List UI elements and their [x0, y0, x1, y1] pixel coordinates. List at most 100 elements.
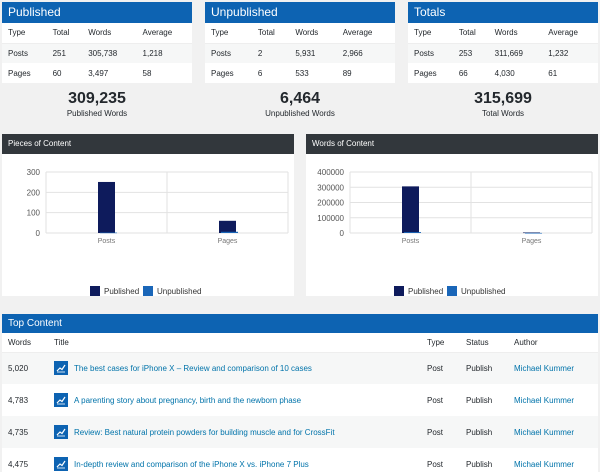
totals-title: Totals [408, 2, 598, 23]
published-words-summary: 309,235 Published Words [0, 90, 194, 118]
table-row: Posts 251 305,738 1,218 [2, 43, 192, 63]
y-tick-label: 0 [340, 229, 345, 238]
cell: 2 [251, 43, 290, 63]
author-link[interactable]: Michael Kummer [514, 459, 575, 469]
cell: 3,497 [88, 68, 109, 78]
cell: 89 [342, 68, 352, 78]
top-content-panel: Top Content Words Title Type Status Auth… [2, 314, 598, 472]
table-row: 4,735 Review: Best natural protein powde… [2, 416, 598, 448]
post-status: Publish [466, 395, 493, 405]
word-count: 4,475 [8, 459, 29, 469]
cell: 58 [142, 68, 152, 78]
author-link[interactable]: Michael Kummer [508, 416, 598, 448]
author-link[interactable]: Michael Kummer [514, 395, 575, 405]
unpublished-words-summary: 6,464 Unpublished Words [203, 90, 397, 118]
bar-unpublished-pages [221, 231, 238, 233]
author-link[interactable]: Michael Kummer [508, 352, 598, 384]
published-title: Published [2, 2, 192, 23]
cell: 66 [458, 68, 468, 78]
total-words-label: Total Words [481, 109, 525, 118]
top-content-table: Words Title Type Status Author 5,020 The… [2, 333, 598, 472]
y-tick-label: 300000 [317, 183, 344, 192]
table-row: 4,475 In-depth review and comparison of … [2, 448, 598, 472]
col-author: Author [508, 333, 598, 353]
title-cell: In-depth review and comparison of the iP… [48, 448, 421, 472]
cell: Pages [211, 68, 234, 78]
col-words: Words [82, 23, 137, 44]
title-cell: Review: Best natural protein powders for… [48, 416, 421, 448]
totals-table: Type Total Words Average Posts 253 311,6… [408, 23, 598, 83]
post-type: Post [421, 416, 460, 448]
cell: 1,232 [542, 43, 598, 63]
post-type: Post [427, 459, 444, 469]
post-title-link[interactable]: A parenting story about pregnancy, birth… [74, 395, 302, 405]
top-content-title: Top Content [2, 314, 598, 333]
col-average: Average [136, 23, 192, 44]
total-words-number: 315,699 [474, 90, 532, 107]
post-status: Publish [460, 352, 508, 384]
totals-panel: Totals Type Total Words Average Posts 25… [408, 2, 598, 83]
y-tick-label: 100000 [317, 214, 344, 223]
col-words: Words [2, 333, 48, 353]
legend-swatch [447, 286, 457, 296]
words-of-content-chart: 400000 300000 200000 100000 0 Posts Pages Publi… [317, 168, 593, 296]
post-title-link[interactable]: Review: Best natural protein powders for… [74, 427, 335, 437]
y-tick-label: 200 [27, 188, 41, 197]
chart-title: Pieces of Content [2, 134, 294, 154]
unpublished-panel: Unpublished Type Total Words Average Pos… [205, 2, 395, 83]
post-status: Publish [466, 459, 493, 469]
y-tick-label: 200000 [317, 199, 344, 208]
bar-unpublished-pages [525, 232, 542, 234]
pieces-of-content-panel: Pieces of Content 300 200 100 0 Posts Pages Pu… [2, 134, 294, 296]
post-title-link[interactable]: In-depth review and comparison of the iP… [74, 459, 309, 469]
table-row: Posts 2 5,931 2,966 [205, 43, 395, 63]
cell: Posts [2, 43, 47, 63]
col-type: Type [408, 23, 453, 44]
cell: 311,669 [488, 43, 543, 63]
bar-published-pages [523, 232, 540, 234]
cell: Posts [205, 43, 252, 63]
bar-unpublished-posts [404, 232, 421, 233]
chart-line-icon [54, 361, 68, 376]
cell: 1,218 [136, 43, 192, 63]
x-tick-label: Pages [522, 238, 542, 245]
col-title: Title [48, 333, 421, 353]
table-row: Posts 253 311,669 1,232 [408, 43, 598, 63]
bar-published-posts [402, 186, 419, 233]
y-tick-label: 100 [27, 209, 41, 218]
cell: 251 [46, 43, 83, 63]
unpublished-words-number: 6,464 [279, 90, 321, 107]
table-row: Pages 66 4,030 61 [408, 63, 598, 83]
chart-line-icon [54, 457, 68, 471]
cell: Pages [8, 68, 31, 78]
title-cell: The best cases for iPhone X – Review and… [48, 352, 421, 384]
word-count: 4,783 [8, 395, 29, 405]
cell: Pages [414, 68, 437, 78]
x-tick-label: Pages [218, 238, 238, 245]
total-words-summary: 315,699 Total Words [406, 90, 600, 118]
cell: 2,966 [336, 43, 395, 63]
col-type: Type [2, 23, 47, 44]
post-type: Post [421, 352, 460, 384]
cell: 6 [257, 68, 263, 78]
col-average: Average [336, 23, 395, 44]
col-type: Type [205, 23, 252, 44]
x-tick-label: Posts [98, 238, 116, 245]
col-total: Total [46, 23, 83, 44]
x-tick-label: Posts [402, 238, 420, 245]
title-cell: A parenting story about pregnancy, birth… [48, 384, 421, 416]
col-average: Average [542, 23, 598, 44]
post-title-link[interactable]: The best cases for iPhone X – Review and… [74, 363, 312, 373]
legend-swatch [90, 286, 100, 296]
legend-swatch [143, 286, 153, 296]
table-row: Pages 60 3,497 58 [2, 63, 192, 83]
chart-title: Words of Content [306, 134, 598, 154]
legend-label: Unpublished [157, 287, 201, 296]
bar-published-pages [219, 220, 236, 233]
col-type: Type [421, 333, 460, 353]
col-total: Total [251, 23, 290, 44]
published-table: Type Total Words Average Posts 251 305,7… [2, 23, 192, 83]
cell: 533 [295, 68, 309, 78]
post-status: Publish [460, 416, 508, 448]
y-tick-label: 0 [36, 229, 41, 238]
